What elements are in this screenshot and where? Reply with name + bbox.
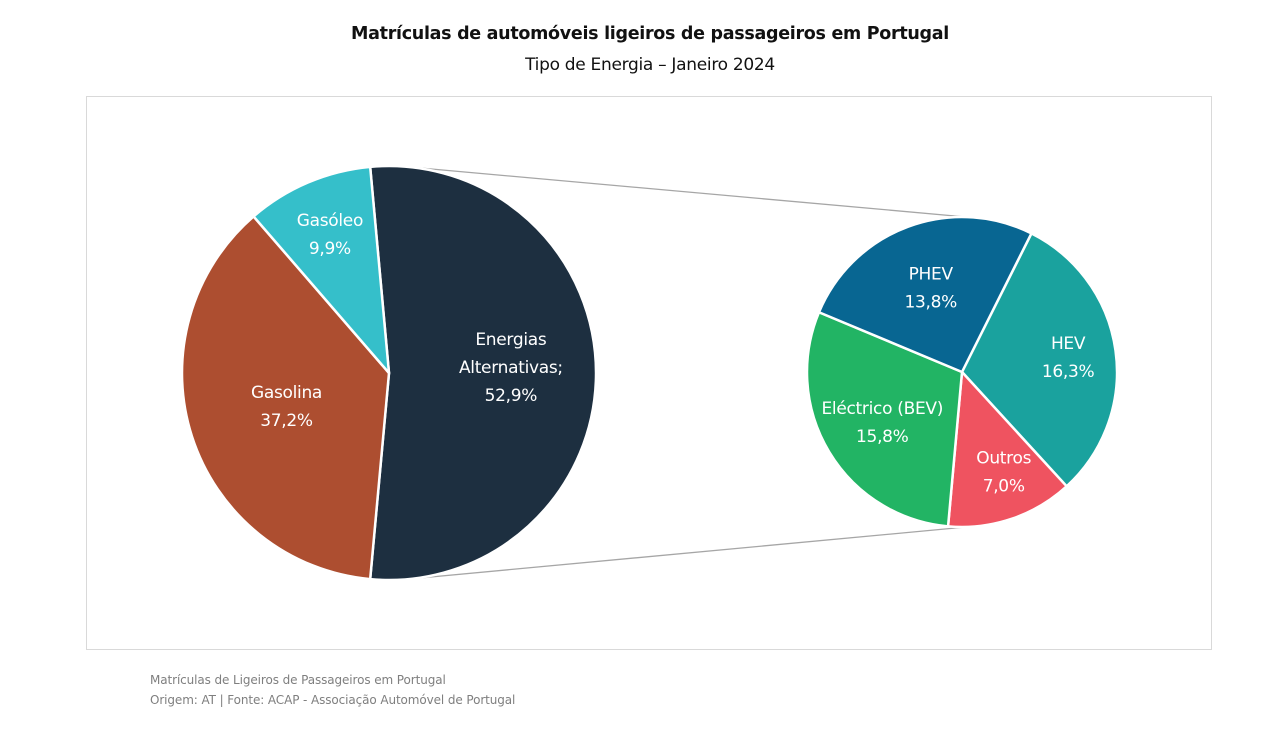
label-hev-value: 16,3% bbox=[1042, 362, 1095, 382]
label-energias-alternativas-name: Alternativas; bbox=[459, 358, 563, 378]
chart-frame bbox=[86, 96, 1212, 650]
label-phev-value: 13,8% bbox=[904, 293, 957, 313]
footer-note: Matrículas de Ligeiros de Passageiros em… bbox=[150, 673, 446, 687]
footer-source: Origem: AT | Fonte: ACAP - Associação Au… bbox=[150, 693, 516, 707]
main-pie bbox=[180, 164, 598, 582]
slice-gasolina bbox=[180, 215, 391, 581]
slice-phev bbox=[817, 215, 1033, 374]
label-energias-alternativas-name: Energias bbox=[475, 330, 546, 350]
slice-electrico-bev bbox=[805, 310, 964, 528]
label-outros-value: 7,0% bbox=[983, 477, 1025, 497]
label-gasolina-value: 37,2% bbox=[260, 411, 313, 431]
slice-outros bbox=[946, 370, 1068, 529]
label-gasolina-name: Gasolina bbox=[251, 383, 322, 403]
chart-subtitle: Tipo de Energia – Janeiro 2024 bbox=[525, 55, 775, 75]
connector-line-top bbox=[413, 166, 968, 218]
chart-title: Matrículas de automóveis ligeiros de pas… bbox=[351, 24, 949, 44]
slice-labels: Energias Alternativas; 52,9% Gasolina 37,2% G… bbox=[251, 211, 1095, 497]
label-electrico-bev-name: Eléctrico (BEV) bbox=[821, 399, 943, 419]
label-phev-name: PHEV bbox=[909, 265, 954, 285]
label-energias-alternativas-value: 52,9% bbox=[485, 386, 538, 406]
label-gasoleo-name: Gasóleo bbox=[297, 211, 363, 231]
connector-line-bottom bbox=[413, 526, 968, 580]
secondary-pie bbox=[805, 215, 1119, 529]
label-hev-name: HEV bbox=[1051, 334, 1086, 354]
slice-energias-alternativas bbox=[368, 164, 598, 582]
slice-gasoleo bbox=[252, 165, 391, 375]
label-electrico-bev-value: 15,8% bbox=[856, 427, 909, 447]
label-outros-name: Outros bbox=[976, 449, 1031, 469]
label-gasoleo-value: 9,9% bbox=[309, 239, 351, 259]
connector-lines bbox=[413, 166, 968, 580]
